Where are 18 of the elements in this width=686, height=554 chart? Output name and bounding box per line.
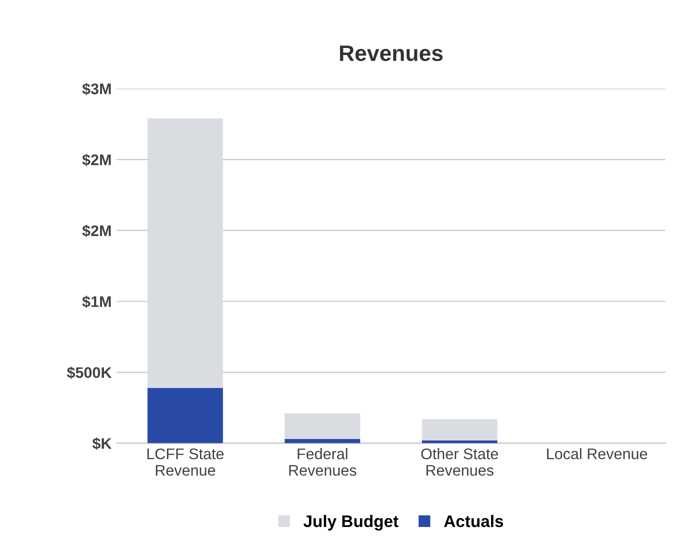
y-tick-label: $500K <box>66 366 112 379</box>
bar <box>284 438 360 444</box>
y-tick-label: $K <box>92 437 112 450</box>
bar <box>284 413 360 439</box>
x-tick-label: Local Revenue <box>547 448 648 460</box>
y-tick-label: $1M <box>82 296 111 308</box>
x-tick-label: LCFF State Revenue <box>147 448 224 476</box>
y-tick-label: $3M <box>82 82 111 96</box>
x-tick-label: Other State Revenues <box>421 448 498 476</box>
bar <box>422 419 498 440</box>
y-tick-label: $2M <box>82 154 111 166</box>
bar <box>147 118 223 388</box>
legend-label: Actuals <box>444 514 504 528</box>
bar <box>147 388 223 444</box>
legend-label: July Budget <box>303 514 398 531</box>
x-tick-label: Federal Revenues <box>289 448 356 476</box>
chart-title: Revenues <box>340 46 443 62</box>
y-tick-label: $2M <box>82 224 111 238</box>
